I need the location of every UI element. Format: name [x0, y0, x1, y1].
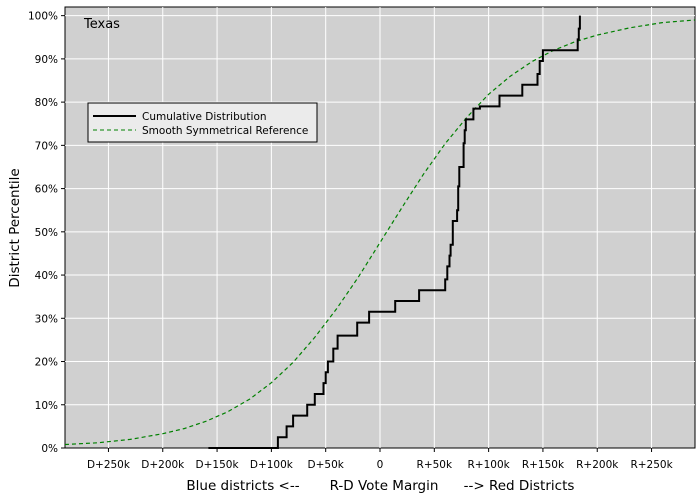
- series-line-cumulative-distribution: [208, 15, 581, 449]
- legend-label-reference: Smooth Symmetrical Reference: [142, 125, 308, 137]
- x-tick-label: 0: [377, 459, 384, 471]
- x-tick-label: R+50k: [417, 459, 453, 471]
- y-tick-label: 40%: [35, 270, 58, 282]
- x-tick-label: R+100k: [468, 459, 511, 471]
- x-tick-label: D+250k: [87, 459, 131, 471]
- x-axis-label-left: Blue districts <--: [186, 478, 299, 494]
- x-tick-label: D+100k: [250, 459, 294, 471]
- x-tick-label: D+150k: [196, 459, 240, 471]
- series-layer: [64, 15, 696, 449]
- x-tick-label: D+50k: [308, 459, 345, 471]
- legend-box: [87, 102, 318, 143]
- y-tick-label: 50%: [35, 227, 58, 239]
- y-tick-label: 90%: [35, 54, 58, 66]
- y-tick-label: 70%: [35, 140, 58, 152]
- legend: Cumulative Distribution Smooth Symmetric…: [87, 102, 318, 143]
- series-line-smooth-reference: [64, 19, 696, 446]
- y-tick-label: 20%: [35, 357, 58, 369]
- x-tick-label: R+150k: [522, 459, 565, 471]
- x-tick-label: R+250k: [630, 459, 673, 471]
- x-tick-label: R+200k: [576, 459, 619, 471]
- y-tick-label: 0%: [41, 443, 58, 455]
- grid-layer: [65, 7, 695, 448]
- y-tick-label: 10%: [35, 400, 58, 412]
- y-tick-label: 30%: [35, 313, 58, 325]
- y-tick-label: 80%: [35, 97, 58, 109]
- x-axis-label: R-D Vote Margin: [330, 478, 439, 494]
- x-tick-label: D+200k: [141, 459, 185, 471]
- legend-label-cumulative: Cumulative Distribution: [142, 111, 267, 123]
- y-tick-label: 60%: [35, 184, 58, 196]
- x-axis-label-right: --> Red Districts: [464, 478, 575, 494]
- tick-layer: D+250k D+200k D+150k D+100k D+50k 0 R+50k R+100…: [28, 11, 674, 471]
- y-axis-label: District Percentile: [7, 168, 23, 287]
- y-tick-label: 100%: [28, 11, 58, 23]
- chart-annotation: Texas: [83, 17, 120, 32]
